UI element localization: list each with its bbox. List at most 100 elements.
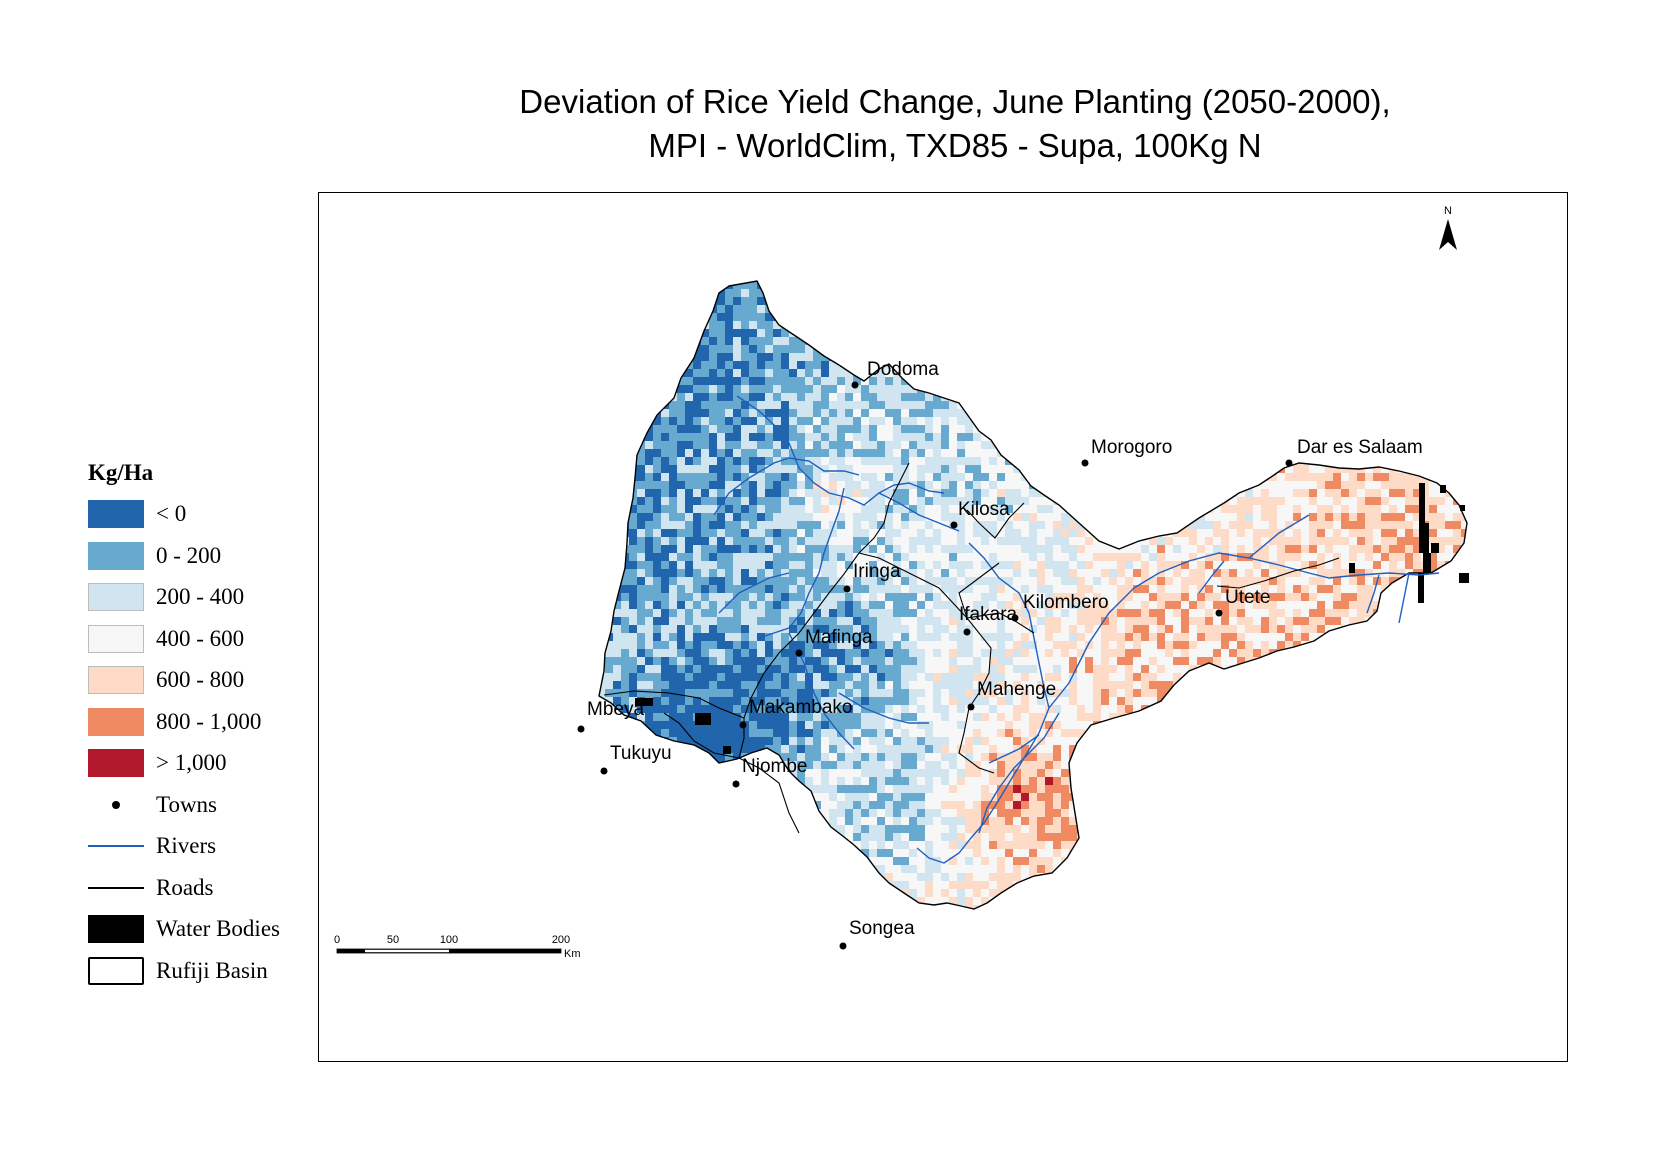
town-label-njombe: Njombe bbox=[742, 756, 807, 777]
scale-tick-label: 100 bbox=[440, 934, 458, 946]
north-arrow-label: N bbox=[1444, 205, 1452, 217]
legend-symbol-roads bbox=[88, 886, 144, 889]
rivers bbox=[713, 395, 1440, 864]
legend-item-rufiji-basin: Rufiji Basin bbox=[88, 953, 318, 989]
legend-item-400-600: 400 - 600 bbox=[88, 621, 318, 657]
legend-item-800-1-000: 800 - 1,000 bbox=[88, 704, 318, 740]
town-njombe[interactable]: Njombe bbox=[732, 756, 808, 788]
town-dodoma[interactable]: Dodoma bbox=[851, 359, 940, 389]
town-label-iringa: Iringa bbox=[853, 561, 901, 582]
legend-item-600-800: 600 - 800 bbox=[88, 662, 318, 698]
legend-item-200-400: 200 - 400 bbox=[88, 579, 318, 615]
legend-symbol-0-200 bbox=[88, 541, 144, 570]
legend-item-towns: Towns bbox=[88, 787, 318, 823]
legend-label: Rufiji Basin bbox=[156, 957, 268, 983]
town-label-ifakara: Ifakara bbox=[959, 604, 1018, 625]
legend-item-roads: Roads bbox=[88, 870, 318, 906]
map-title-line1: Deviation of Rice Yield Change, June Pla… bbox=[519, 83, 1391, 120]
town-kilosa[interactable]: Kilosa bbox=[950, 499, 1011, 529]
town-mahenge[interactable]: Mahenge bbox=[967, 679, 1057, 711]
town-label-morogoro: Morogoro bbox=[1091, 437, 1172, 458]
legend-item-1-000: > 1,000 bbox=[88, 745, 318, 781]
scale-tick-label: 0 bbox=[334, 934, 340, 946]
map-title-line2: MPI - WorldClim, TXD85 - Supa, 100Kg N bbox=[648, 127, 1262, 164]
town-songea[interactable]: Songea bbox=[839, 918, 915, 950]
town-dot bbox=[963, 628, 971, 636]
town-ifakara[interactable]: Ifakara bbox=[959, 604, 1018, 636]
town-utete[interactable]: Utete bbox=[1215, 587, 1271, 617]
legend-label: < 0 bbox=[156, 501, 187, 526]
legend-item-0-200: 0 - 200 bbox=[88, 538, 318, 574]
town-morogoro[interactable]: Morogoro bbox=[1081, 437, 1173, 467]
town-label-utete: Utete bbox=[1225, 587, 1270, 608]
legend-symbol-200-400 bbox=[88, 583, 144, 611]
town-label-mbeya: Mbeya bbox=[587, 699, 644, 720]
legend-label: > 1,000 bbox=[156, 750, 227, 775]
town-label-tukuyu: Tukuyu bbox=[610, 743, 672, 764]
legend-symbol-0 bbox=[88, 500, 144, 528]
town-kilombero[interactable]: Kilombero bbox=[1011, 592, 1109, 622]
town-dot bbox=[732, 780, 740, 788]
town-dot bbox=[1285, 459, 1293, 467]
town-dot bbox=[1215, 609, 1223, 617]
legend-symbol-water-bodies bbox=[88, 915, 144, 943]
water-bodies bbox=[635, 483, 1469, 754]
town-dot bbox=[577, 725, 585, 733]
legend-label: 800 - 1,000 bbox=[156, 708, 262, 734]
legend-symbol-towns bbox=[112, 800, 120, 809]
town-dot bbox=[950, 521, 958, 529]
scale-tick-label: 200 bbox=[552, 934, 570, 946]
town-label-kilombero: Kilombero bbox=[1023, 592, 1109, 613]
legend-symbol-400-600 bbox=[88, 624, 144, 653]
town-dot bbox=[839, 942, 847, 950]
scale-tick-label: 50 bbox=[387, 934, 399, 946]
scale-unit-label: Km bbox=[564, 948, 581, 960]
legend-label: Towns bbox=[156, 791, 218, 817]
map-frame[interactable]: Dodoma Morogoro Dar es Salaam Kilosa Iringa K… bbox=[318, 192, 1568, 1062]
legend-label: 400 - 600 bbox=[156, 625, 245, 651]
town-dot bbox=[1011, 614, 1019, 622]
town-tukuyu[interactable]: Tukuyu bbox=[600, 743, 672, 775]
legend-title: Kg/Ha bbox=[88, 460, 154, 485]
legend-symbol-1-000 bbox=[88, 749, 144, 777]
map-title: Deviation of Rice Yield Change, June Pla… bbox=[330, 80, 1580, 168]
legend-symbol-600-800 bbox=[88, 666, 144, 694]
town-dot bbox=[843, 585, 851, 593]
legend-label: 0 - 200 bbox=[156, 542, 222, 568]
legend-label: Roads bbox=[156, 874, 214, 900]
legend-item-0: < 0 bbox=[88, 496, 318, 532]
town-label-songea: Songea bbox=[849, 918, 915, 939]
town-dot bbox=[600, 767, 608, 775]
town-dot bbox=[851, 381, 859, 389]
towns: Dodoma Morogoro Dar es Salaam Kilosa Iringa K… bbox=[577, 359, 1423, 950]
legend-label: 600 - 800 bbox=[156, 667, 245, 692]
town-label-kilosa: Kilosa bbox=[958, 499, 1010, 520]
legend-item-water-bodies: Water Bodies bbox=[88, 911, 318, 947]
town-dot bbox=[795, 649, 803, 657]
rufiji-basin-outline bbox=[598, 280, 1468, 910]
town-dar-es-salaam[interactable]: Dar es Salaam bbox=[1285, 437, 1423, 467]
scale-bar: 0 50 100 200 Km bbox=[334, 934, 581, 960]
town-dot bbox=[739, 721, 747, 729]
town-label-dar-es-salaam: Dar es Salaam bbox=[1297, 437, 1423, 458]
town-makambako[interactable]: Makambako bbox=[739, 697, 853, 729]
town-mbeya[interactable]: Mbeya bbox=[577, 699, 645, 733]
town-mafinga[interactable]: Mafinga bbox=[795, 627, 874, 657]
legend-label: 200 - 400 bbox=[156, 584, 245, 609]
legend-symbol-rufiji-basin bbox=[88, 956, 144, 985]
legend-item-rivers: Rivers bbox=[88, 828, 318, 864]
north-arrow-icon: N bbox=[1439, 205, 1457, 250]
town-iringa[interactable]: Iringa bbox=[843, 561, 901, 593]
map-canvas[interactable]: Dodoma Morogoro Dar es Salaam Kilosa Iringa K… bbox=[319, 193, 1568, 1062]
town-label-mafinga: Mafinga bbox=[805, 627, 873, 648]
town-label-mahenge: Mahenge bbox=[977, 679, 1056, 700]
town-dot bbox=[1081, 459, 1089, 467]
legend-symbol-800-1-000 bbox=[88, 707, 144, 736]
town-dot bbox=[967, 703, 975, 711]
roads bbox=[603, 462, 1340, 834]
legend-label: Rivers bbox=[156, 833, 217, 858]
legend-symbol-rivers bbox=[88, 845, 144, 847]
town-label-makambako: Makambako bbox=[749, 697, 853, 718]
legend: Kg/Ha < 0 0 - 200 200 - 400 400 - 600 600 - … bbox=[88, 460, 318, 1000]
legend-label: Water Bodies bbox=[156, 916, 280, 941]
